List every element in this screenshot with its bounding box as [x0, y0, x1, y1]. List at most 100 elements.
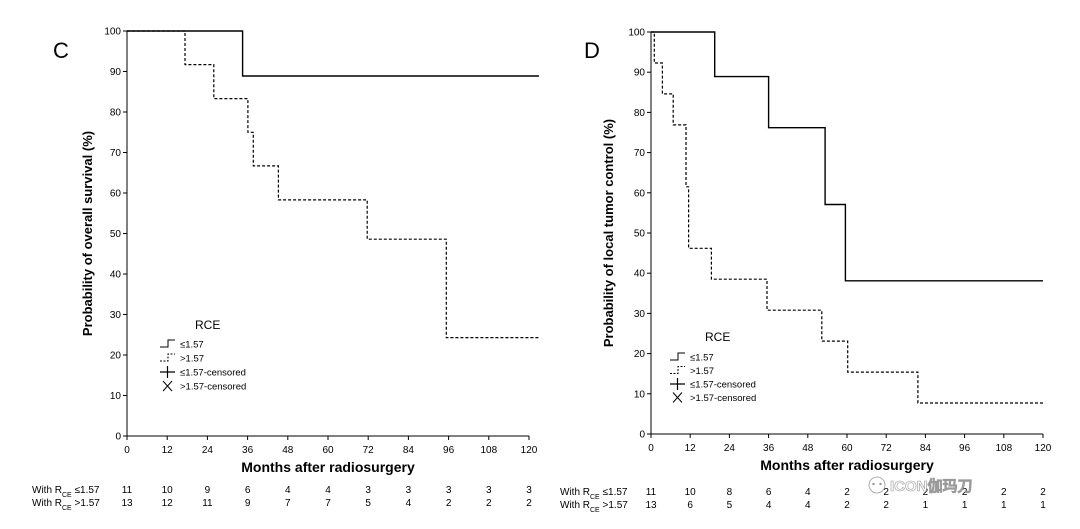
y-tick-label: 60	[110, 189, 122, 200]
y-tick-label: 40	[634, 269, 646, 280]
risk-count: 13	[645, 500, 657, 511]
legend-entry-label: >1.57-censored	[690, 393, 756, 404]
risk-count: 9	[245, 498, 251, 509]
risk-count: 3	[446, 485, 452, 496]
risk-count: 10	[685, 487, 697, 498]
legend-title: RCE	[705, 330, 730, 344]
x-tick-label: 96	[443, 445, 455, 456]
x-tick-label: 84	[920, 443, 932, 454]
x-axis-label: Months after radiosurgery	[760, 457, 934, 473]
x-tick-label: 0	[124, 445, 130, 456]
y-tick-label: 20	[110, 351, 122, 362]
legend-censor-x	[162, 380, 173, 392]
survival-curve-le-1-57	[127, 30, 539, 77]
risk-row-label: With RCE >1.57	[560, 500, 628, 514]
risk-count: 3	[526, 485, 532, 496]
risk-count: 3	[406, 485, 412, 496]
y-tick-label: 80	[634, 108, 646, 119]
x-tick-label: 48	[282, 445, 294, 456]
watermark-logo-dot	[872, 482, 875, 486]
risk-count: 4	[325, 485, 331, 496]
risk-count: 11	[646, 487, 657, 498]
legend-censor-x	[672, 392, 683, 403]
risk-row-label: With RCE ≤1.57	[32, 485, 100, 499]
x-axis-label: Months after radiosurgery	[241, 459, 415, 475]
risk-count: 6	[687, 500, 693, 511]
risk-count: 11	[202, 498, 213, 509]
x-tick-label: 108	[480, 445, 497, 456]
watermark: ICON伽玛刀	[868, 476, 973, 495]
legend-entry-label: ≤1.57-censored	[180, 368, 246, 379]
risk-count: 2	[883, 487, 889, 498]
x-tick-label: 108	[995, 443, 1012, 454]
risk-count: 6	[245, 485, 251, 496]
x-tick-label: 96	[959, 443, 971, 454]
legend-swatch-solid	[670, 352, 685, 361]
watermark-logo-icon	[868, 476, 886, 494]
x-tick-label: 72	[881, 443, 893, 454]
y-tick-label: 90	[634, 68, 646, 79]
x-tick-label: 60	[841, 443, 853, 454]
y-tick-label: 0	[115, 432, 121, 443]
x-tick-label: 12	[685, 443, 697, 454]
risk-count: 2	[844, 500, 850, 511]
risk-count: 3	[486, 485, 492, 496]
x-tick-label: 0	[648, 443, 654, 454]
y-tick-label: 70	[634, 148, 646, 159]
survival-curve-le-1-57	[651, 31, 1043, 282]
y-tick-label: 0	[639, 430, 645, 441]
y-tick-label: 20	[634, 349, 646, 360]
y-tick-label: 60	[634, 188, 646, 199]
x-tick-label: 120	[521, 445, 538, 456]
x-tick-label: 24	[202, 445, 214, 456]
x-tick-label: 60	[322, 445, 334, 456]
legend-swatch-solid	[160, 339, 175, 348]
legend-entry-label: ≤1.57	[180, 340, 204, 351]
risk-count: 2	[1040, 487, 1046, 498]
survival-curve-gt-1-57	[127, 30, 539, 339]
risk-count: 2	[486, 498, 492, 509]
legend-swatch-dashed	[670, 366, 685, 374]
risk-count: 4	[805, 500, 811, 511]
legend-entry-label: >1.57	[690, 366, 714, 377]
x-tick-label: 48	[802, 443, 814, 454]
risk-count: 4	[406, 498, 412, 509]
legend-entry-label: >1.57	[180, 354, 204, 365]
risk-count: 2	[883, 500, 889, 511]
y-tick-label: 10	[110, 391, 122, 402]
y-tick-label: 70	[110, 148, 122, 159]
y-tick-label: 40	[110, 270, 122, 281]
risk-row-label: With RCE ≤1.57	[560, 487, 628, 501]
y-tick-label: 80	[110, 108, 122, 119]
watermark-text: ICON伽玛刀	[890, 477, 973, 495]
y-tick-label: 50	[634, 229, 646, 240]
risk-row-label: With RCE >1.57	[32, 498, 100, 512]
risk-count: 2	[446, 498, 452, 509]
risk-count: 8	[727, 487, 733, 498]
watermark-logo-dot	[879, 482, 882, 486]
risk-count: 13	[121, 498, 133, 509]
x-tick-label: 72	[363, 445, 375, 456]
legend-entry-label: >1.57-censored	[180, 382, 246, 393]
risk-count: 5	[727, 500, 733, 511]
legend: RCE ≤1.57 >1.57 ≤1.57-censored >1.57-censore…	[670, 330, 756, 404]
legend-entry-label: ≤1.57-censored	[690, 380, 756, 391]
legend-title: RCE	[195, 318, 220, 332]
risk-count: 12	[162, 498, 174, 509]
risk-count: 1	[923, 500, 929, 511]
risk-count: 11	[122, 485, 133, 496]
legend-censor-plus	[670, 378, 685, 390]
legend: RCE ≤1.57 >1.57 ≤1.57-censored >1.57-censore…	[160, 318, 246, 393]
risk-count: 10	[162, 485, 174, 496]
y-tick-label: 100	[628, 28, 645, 39]
risk-count: 1	[1040, 500, 1046, 511]
legend-swatch-dashed	[160, 353, 175, 362]
y-tick-label: 10	[634, 389, 646, 400]
x-tick-label: 36	[763, 443, 775, 454]
risk-count: 9	[205, 485, 211, 496]
x-tick-label: 24	[724, 443, 736, 454]
risk-count: 4	[766, 500, 772, 511]
